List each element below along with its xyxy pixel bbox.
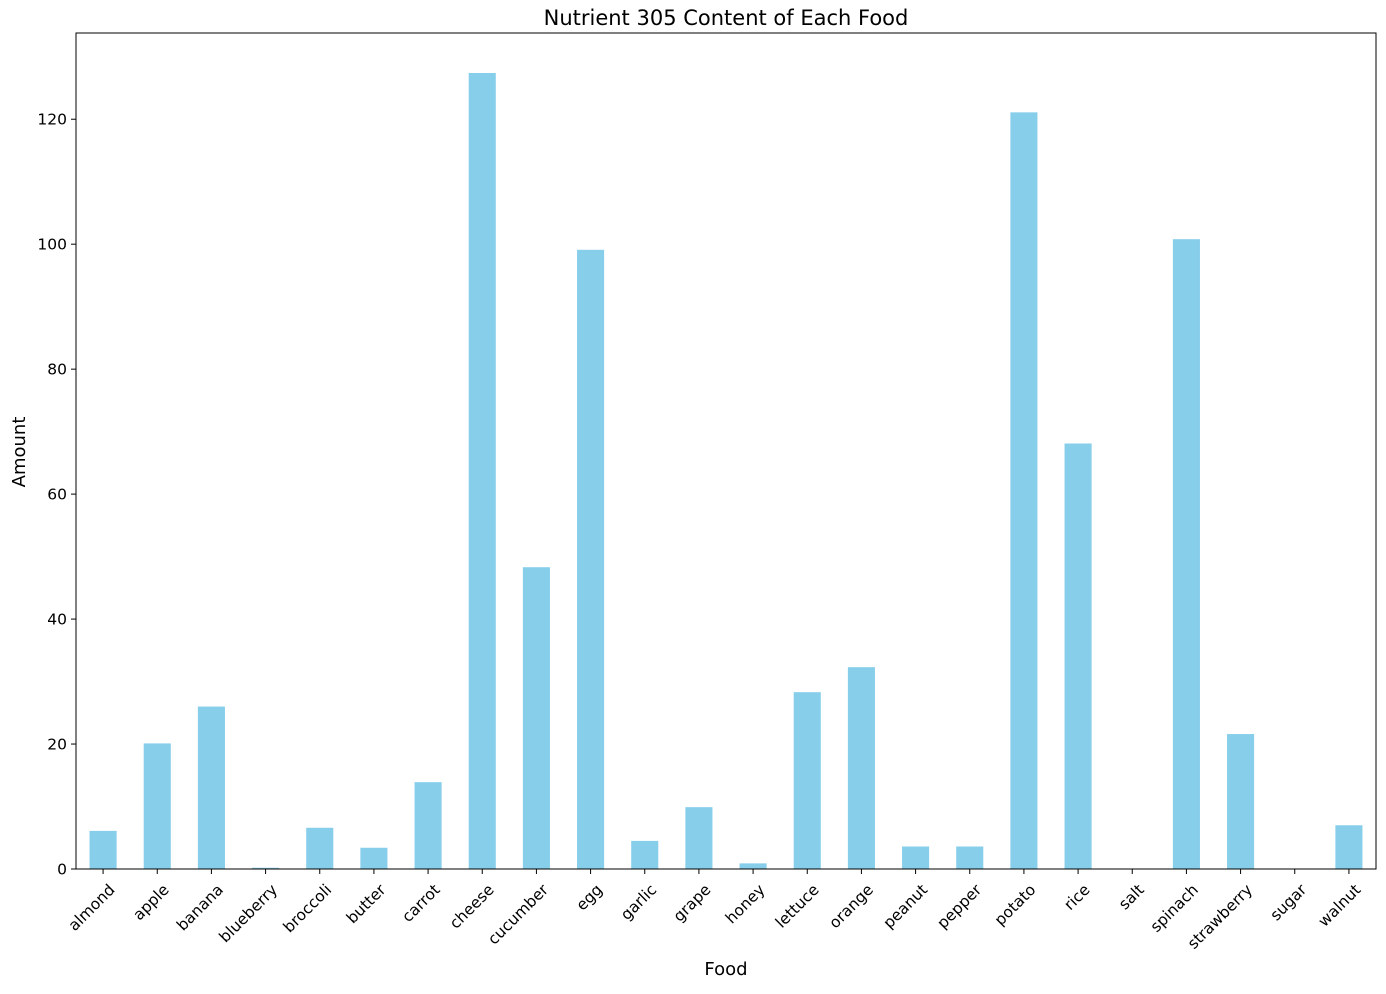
bar-honey — [739, 863, 767, 869]
bar-banana — [197, 706, 225, 869]
x-tick-label: sugar — [1267, 880, 1311, 924]
bar-almond — [89, 830, 117, 869]
bar-egg — [577, 249, 605, 869]
y-tick-label: 60 — [47, 486, 67, 504]
x-tick-label: salt — [1115, 881, 1148, 914]
y-tick-label: 0 — [57, 861, 67, 879]
bar-potato — [1010, 112, 1038, 870]
chart-title: Nutrient 305 Content of Each Food — [544, 6, 909, 30]
x-tick-label: banana — [173, 881, 227, 935]
x-tick-label: walnut — [1315, 881, 1365, 931]
bar-blueberry — [252, 867, 280, 869]
bar-cheese — [468, 72, 496, 870]
bar-peanut — [902, 846, 930, 869]
bar-series — [89, 72, 1363, 870]
x-tick-label: honey — [722, 881, 769, 928]
y-tick-label: 20 — [47, 736, 67, 754]
bar-cucumber — [522, 567, 550, 869]
bar-walnut — [1335, 825, 1363, 869]
bar-apple — [143, 743, 171, 869]
bar-orange — [847, 667, 875, 869]
x-tick-label: peanut — [880, 881, 931, 932]
x-tick-label: cheese — [446, 881, 498, 933]
bar-spinach — [1172, 239, 1200, 869]
x-tick-label: grape — [670, 881, 715, 926]
y-axis-ticks: 0 20 40 60 80 100 120 — [37, 111, 76, 879]
y-axis-label: Amount — [9, 417, 30, 488]
x-tick-label: almond — [65, 881, 119, 935]
bar-grape — [685, 807, 713, 869]
x-tick-label: pepper — [934, 880, 986, 932]
x-tick-label: carrot — [399, 881, 444, 926]
plot-frame — [75, 32, 1377, 870]
x-tick-label: egg — [573, 881, 606, 914]
x-tick-label: orange — [826, 881, 877, 932]
x-tick-label: blueberry — [216, 881, 281, 946]
y-tick-label: 40 — [47, 611, 67, 629]
y-tick-label: 120 — [37, 111, 67, 129]
x-tick-label: spinach — [1147, 881, 1202, 936]
x-tick-label: garlic — [617, 881, 660, 924]
bar-broccoli — [306, 827, 334, 869]
x-tick-label: lettuce — [772, 881, 823, 932]
x-tick-label: butter — [343, 880, 390, 927]
bar-butter — [360, 847, 388, 869]
bar-garlic — [631, 840, 659, 869]
bar-lettuce — [793, 692, 821, 869]
x-axis-label: Food — [704, 959, 747, 980]
y-tick-label: 100 — [37, 236, 67, 254]
x-tick-label: apple — [130, 881, 173, 924]
x-tick-label: broccoli — [280, 881, 336, 937]
y-tick-label: 80 — [47, 361, 67, 379]
bar-rice — [1064, 443, 1092, 869]
bar-strawberry — [1227, 734, 1255, 869]
x-tick-label: rice — [1061, 881, 1094, 914]
bar-carrot — [414, 782, 442, 869]
bar-pepper — [956, 846, 984, 869]
x-tick-label: potato — [991, 881, 1039, 929]
